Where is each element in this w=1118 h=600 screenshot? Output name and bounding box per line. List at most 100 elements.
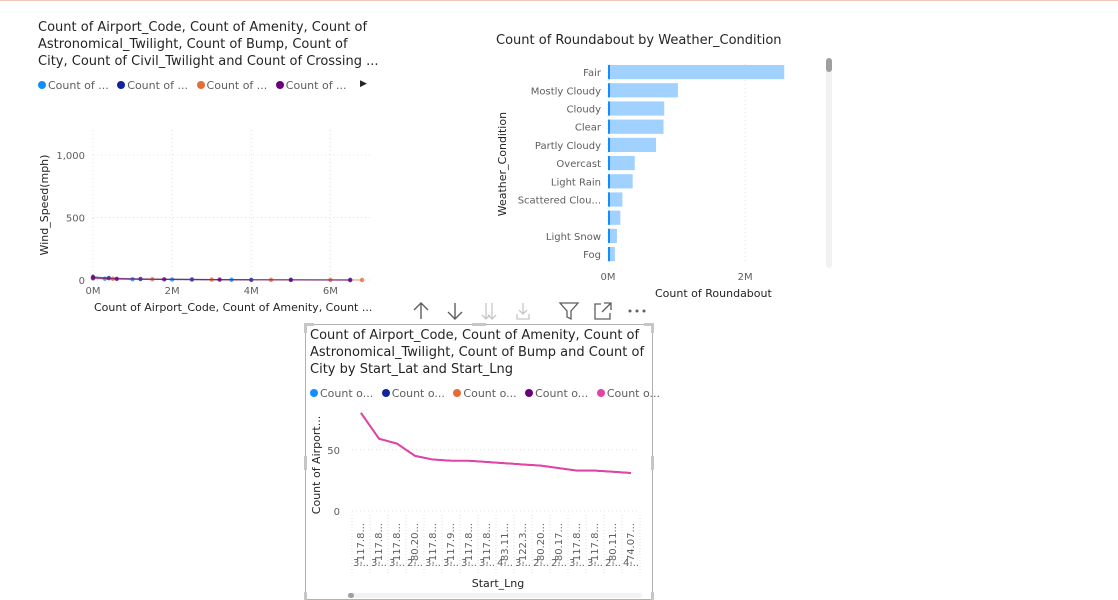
- y-tick-label: 0: [79, 276, 85, 287]
- x-tick-label: -117.9...: [446, 523, 457, 565]
- drill-down-icon[interactable]: [512, 300, 534, 322]
- resize-handle[interactable]: [472, 323, 486, 326]
- bar-edge: [608, 192, 610, 207]
- bar: [608, 247, 615, 262]
- category-label: Fair: [583, 68, 602, 79]
- expand-all-down-icon[interactable]: [478, 300, 500, 322]
- bar: [608, 119, 664, 134]
- x-tick-label-outer: 3...: [443, 558, 459, 569]
- bar: [608, 137, 656, 152]
- resize-handle[interactable]: [304, 592, 307, 600]
- legend-dot-icon: [310, 389, 318, 397]
- scatter-plot-area[interactable]: 0 500 1,000 0M 2M 4M 6M Wind_Speed(mph) Count of…: [30, 120, 390, 320]
- x-tick-label-outer: 2...: [407, 558, 423, 569]
- resize-handle[interactable]: [304, 323, 307, 333]
- category-label: Mostly Cloudy: [531, 86, 601, 97]
- category-label: Scattered Clou...: [518, 196, 601, 207]
- legend-item[interactable]: Count o...: [596, 387, 660, 400]
- resize-handle[interactable]: [651, 456, 654, 470]
- bar-edge: [608, 210, 610, 225]
- legend-item[interactable]: Count of ...: [275, 79, 347, 92]
- legend-item[interactable]: Count o...: [381, 387, 445, 400]
- x-tick-label: 4M: [244, 286, 259, 297]
- resize-handle[interactable]: [651, 323, 654, 333]
- category-label: Partly Cloudy: [535, 141, 601, 152]
- x-tick-label: 0M: [601, 272, 616, 283]
- bar-edge: [608, 101, 610, 116]
- line-chart-visual[interactable]: Count of Airport_Code, Count of Amenity,…: [305, 324, 660, 600]
- sort-ascending-icon[interactable]: [410, 300, 432, 322]
- bar: [608, 101, 665, 116]
- chart-title: Count of Airport_Code, Count of Amenity,…: [310, 328, 645, 377]
- x-tick-label-outer: 3...: [569, 558, 585, 569]
- x-tick-label: -117.8...: [572, 523, 583, 565]
- legend-dot-icon: [117, 81, 126, 89]
- series-line: [360, 412, 632, 474]
- y-tick-label: 1,000: [56, 151, 85, 162]
- y-axis-title: Wind_Speed(mph): [38, 155, 51, 256]
- x-tick-label: -117.8...: [392, 523, 403, 565]
- scatter-chart-visual[interactable]: Count of Airport_Code, Count of Amenity,…: [30, 15, 390, 315]
- x-tick-label-outer: 2...: [533, 558, 549, 569]
- bar-edge: [608, 83, 610, 98]
- filter-icon[interactable]: [558, 300, 580, 322]
- x-tick-label: -80.20...: [410, 523, 421, 565]
- report-top-border: [0, 0, 1118, 1]
- legend-item[interactable]: Count of ...: [38, 79, 109, 92]
- series-line: [360, 412, 632, 474]
- chart-title: Count of Roundabout by Weather_Condition: [496, 33, 782, 48]
- horizontal-scrollbar[interactable]: [348, 593, 642, 598]
- bar: [608, 210, 621, 225]
- scrollbar-thumb[interactable]: [826, 58, 832, 72]
- legend-item[interactable]: Count of ...: [196, 79, 267, 92]
- category-label: Overcast: [556, 159, 601, 170]
- x-tick-label: -117.8...: [374, 523, 385, 565]
- scrollbar-thumb[interactable]: [348, 593, 354, 598]
- x-tick-label-outer: 3...: [479, 558, 495, 569]
- x-tick-label: 2M: [738, 272, 753, 283]
- x-tick-label: -80.17...: [554, 523, 565, 565]
- x-tick-label-outer: 3...: [515, 558, 531, 569]
- chart-legend[interactable]: Count of ... Count of ... Count of ... C…: [38, 79, 352, 92]
- x-axis-title: Count of Airport_Code, Count of Amenity,…: [94, 301, 372, 314]
- x-tick-label: -117.8...: [464, 523, 475, 565]
- x-tick-label: 0M: [86, 286, 101, 297]
- bar: [608, 65, 785, 80]
- bar-chart-visual[interactable]: Count of Roundabout by Weather_Condition: [490, 28, 840, 308]
- legend-next-icon[interactable]: ▶: [360, 79, 367, 89]
- legend-item[interactable]: Count o...: [525, 387, 588, 400]
- resize-handle[interactable]: [651, 592, 654, 600]
- legend-dot-icon: [453, 389, 462, 397]
- x-tick-label-outer: 3...: [371, 558, 387, 569]
- resize-handle[interactable]: [304, 456, 307, 470]
- legend-dot-icon: [196, 81, 205, 89]
- more-options-icon[interactable]: [626, 300, 648, 322]
- bar-edge: [608, 156, 610, 171]
- line-plot-area[interactable]: 050-117.8...3... -117.8...3... -117.8...3.…: [305, 405, 653, 595]
- x-tick-label-outer: 4...: [623, 558, 639, 569]
- legend-item[interactable]: Count o...: [310, 387, 373, 400]
- resize-handle[interactable]: [644, 323, 654, 326]
- x-tick-label: 2M: [165, 286, 180, 297]
- x-tick-label-outer: 2...: [605, 558, 621, 569]
- sort-descending-icon[interactable]: [444, 300, 466, 322]
- legend-item[interactable]: Count of ...: [117, 79, 188, 92]
- focus-mode-icon[interactable]: [592, 300, 614, 322]
- x-tick-label: -83.11...: [500, 523, 511, 565]
- x-tick-label: -117.8...: [590, 523, 601, 565]
- resize-handle[interactable]: [304, 323, 314, 326]
- bar-plot-area[interactable]: 0M 2M Fair Mostly Cloudy Cloudy Clear Partly C…: [490, 58, 820, 308]
- y-tick-label: 50: [327, 446, 340, 457]
- legend-item[interactable]: Count o...: [453, 387, 517, 400]
- x-axis-title: Start_Lng: [472, 577, 524, 590]
- x-tick-label-outer: 4...: [497, 558, 513, 569]
- y-axis-title: Count of Airport...: [310, 416, 323, 514]
- legend-dot-icon: [525, 389, 534, 397]
- legend-dot-icon: [381, 389, 390, 397]
- vertical-scrollbar[interactable]: [826, 58, 832, 268]
- category-label: Fog: [583, 250, 601, 261]
- x-tick-label-outer: 3...: [587, 558, 603, 569]
- category-label: Clear: [575, 123, 602, 134]
- x-tick-label-outer: 2...: [551, 558, 567, 569]
- chart-legend[interactable]: Count o... Count o... Count o... Count o…: [310, 387, 665, 400]
